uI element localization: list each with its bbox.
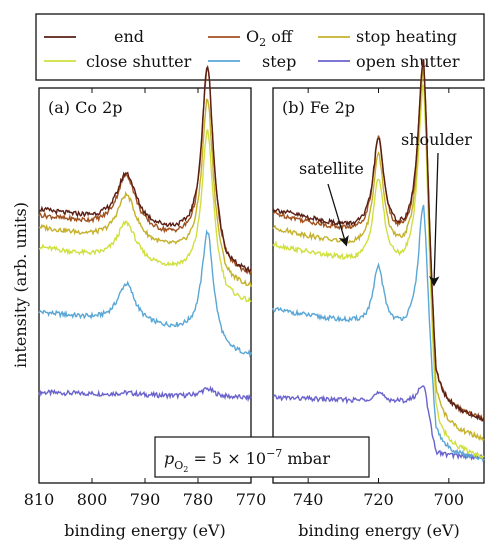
legend-entry-o2-off: O2 off [208,27,294,49]
series-line-a-step [38,229,252,359]
legend-label-open-shutter: open shutter [356,52,460,71]
panel-b-ticks: 740 720 700 [293,88,464,509]
x-tick-label-b-720: 720 [363,490,394,509]
x-tick-label-a-810: 810 [24,490,55,509]
panel-b-series [272,58,485,463]
series-line-b-o-off [272,61,485,422]
panel-a-ticks: 810 800 790 780 770 [24,88,267,509]
panel-a-title: (a) Co 2p [48,98,123,117]
pressure-annotation: pO2 = 5 × 10−7 mbar [154,436,370,478]
legend-label-close-shutter: close shutter [86,52,192,71]
x-tick-label-b-740: 740 [293,490,324,509]
series-line-a-open-shutter [38,385,252,403]
shoulder-arrow [429,152,440,287]
x-tick-label-a-780: 780 [183,490,214,509]
series-line-a-end [38,65,252,273]
legend-label-stop-heating: stop heating [356,27,457,46]
series-line-b-end [272,58,485,422]
panel-a-series [38,64,252,403]
legend-frame [35,13,485,81]
satellite-label: satellite [299,159,364,178]
legend-label-o2-off: O2 off [246,27,294,49]
panel-b-title: (b) Fe 2p [282,98,355,117]
legend-label-step: step [262,52,296,71]
x-tick-label-a-790: 790 [130,490,161,509]
legend-entry-end: end [44,27,144,46]
legend-entry-open-shutter: open shutter [318,52,460,71]
x-tick-label-b-700: 700 [434,490,465,509]
legend-entry-stop-heating: stop heating [318,27,457,46]
shoulder-label: shoulder [401,130,472,149]
satellite-annotation: satellite [299,159,364,247]
legend: end O2 off stop heating close shutter st… [35,13,485,81]
series-line-b-stop-heating [272,67,485,442]
legend-entry-step: step [208,52,296,71]
pressure-box [154,436,370,478]
series-line-b-step [272,204,485,463]
x-tick-label-a-770: 770 [236,490,267,509]
legend-label-end: end [114,27,144,46]
series-line-a-close-shutter [38,129,252,303]
panel-b-xlabel: binding energy (eV) [298,521,459,540]
pressure-text: pO2 = 5 × 10−7 mbar [164,447,330,474]
series-line-b-close-shutter [272,84,485,460]
series-line-b-open-shutter [272,385,485,461]
series-line-a-stop-heating [38,98,252,288]
shoulder-annotation: shoulder [401,130,472,287]
y-axis-label: intensity (arb. units) [11,202,30,368]
panel-a-frame [38,87,252,484]
satellite-arrow [327,183,349,247]
x-tick-label-a-800: 800 [77,490,108,509]
legend-entry-close-shutter: close shutter [44,52,192,71]
panel-a-xlabel: binding energy (eV) [64,521,225,540]
